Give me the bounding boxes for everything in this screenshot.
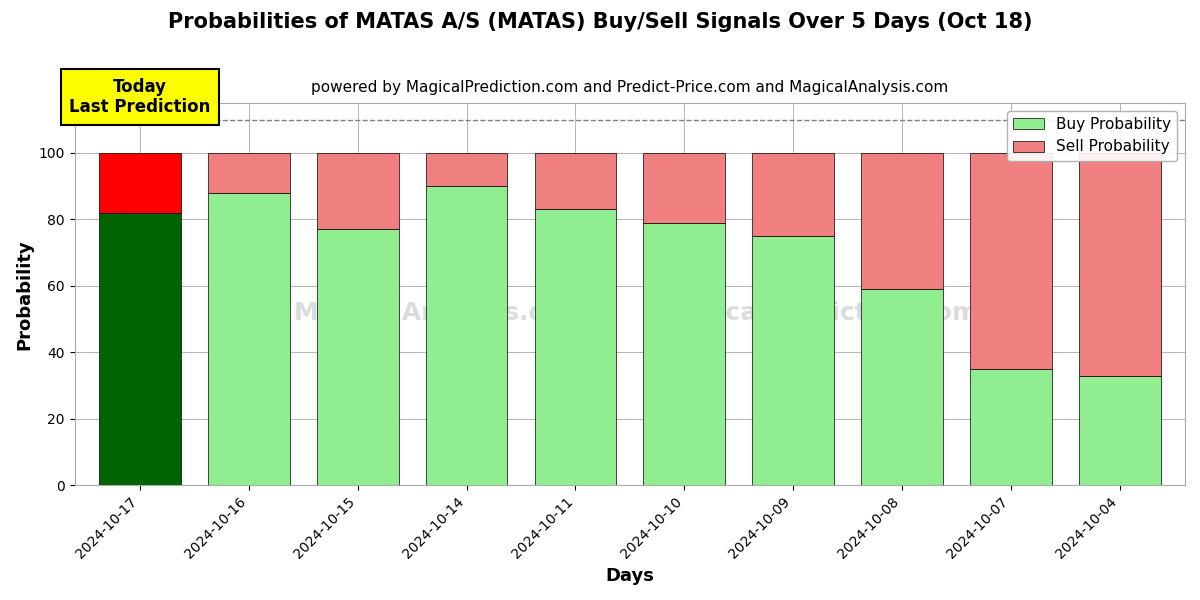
Text: Today
Last Prediction: Today Last Prediction	[70, 77, 211, 116]
Bar	[862, 289, 943, 485]
Bar	[534, 209, 617, 485]
Bar	[426, 153, 508, 186]
Title: powered by MagicalPrediction.com and Predict-Price.com and MagicalAnalysis.com: powered by MagicalPrediction.com and Pre…	[311, 80, 948, 95]
Bar	[208, 153, 289, 193]
Bar	[752, 236, 834, 485]
Bar	[752, 153, 834, 236]
Bar	[208, 193, 289, 485]
Legend: Buy Probability, Sell Probability: Buy Probability, Sell Probability	[1007, 111, 1177, 161]
Bar	[1079, 153, 1160, 376]
Bar	[100, 213, 181, 485]
Bar	[643, 153, 725, 223]
Bar	[1079, 376, 1160, 485]
Bar	[970, 369, 1051, 485]
Text: MagicalPrediction.com: MagicalPrediction.com	[658, 301, 979, 325]
Bar	[970, 153, 1051, 369]
Bar	[317, 153, 398, 229]
Bar	[100, 153, 181, 213]
Bar	[534, 153, 617, 209]
X-axis label: Days: Days	[605, 567, 654, 585]
Text: MagicalAnalysis.com: MagicalAnalysis.com	[294, 301, 588, 325]
Bar	[643, 223, 725, 485]
Bar	[317, 229, 398, 485]
Y-axis label: Probability: Probability	[16, 239, 34, 350]
Text: Probabilities of MATAS A/S (MATAS) Buy/Sell Signals Over 5 Days (Oct 18): Probabilities of MATAS A/S (MATAS) Buy/S…	[168, 12, 1032, 32]
Bar	[426, 186, 508, 485]
Bar	[862, 153, 943, 289]
